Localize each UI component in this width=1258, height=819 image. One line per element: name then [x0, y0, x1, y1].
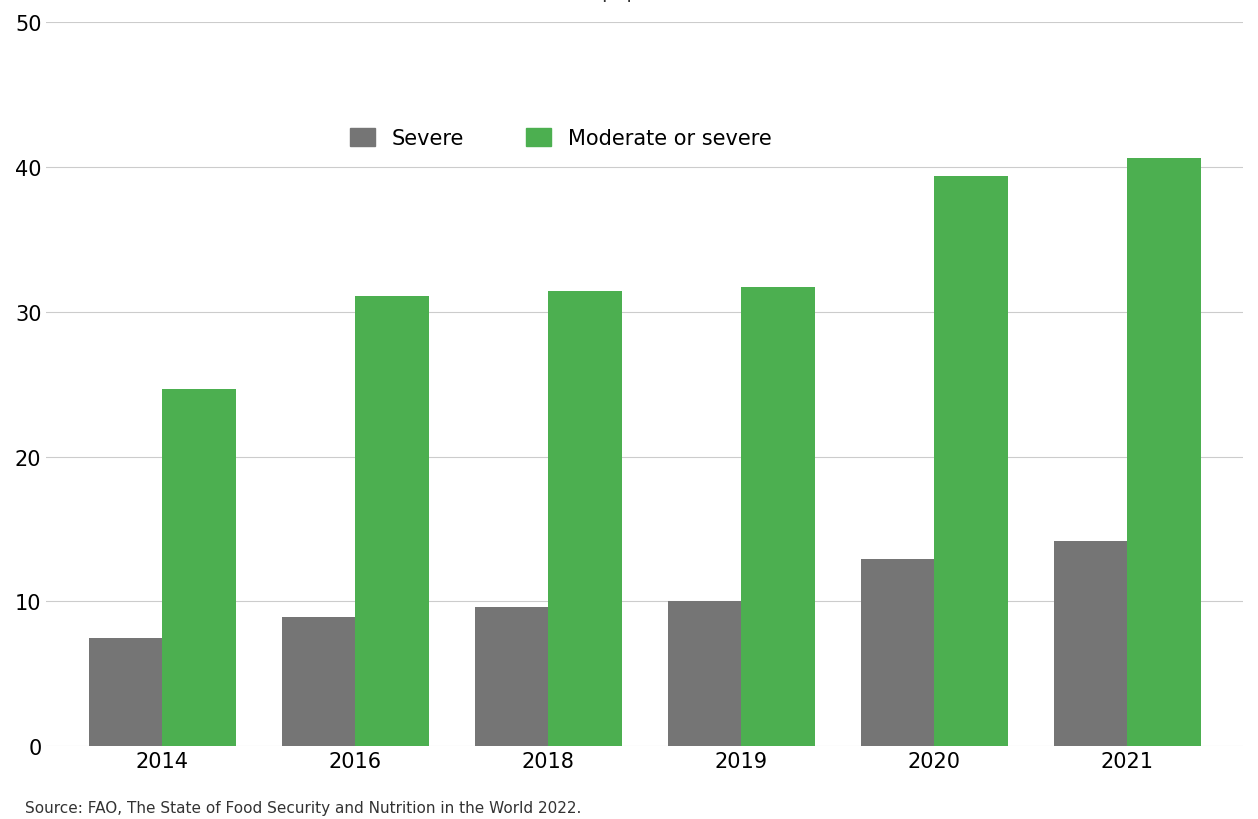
Bar: [548, 292, 621, 746]
Bar: [162, 389, 235, 746]
Bar: [89, 638, 162, 746]
Bar: [1127, 159, 1200, 746]
Legend: Severe, Moderate or severe: Severe, Moderate or severe: [342, 120, 780, 157]
Bar: [935, 176, 1008, 746]
Text: % of population: % of population: [552, 0, 706, 2]
Text: Source: FAO, The State of Food Security and Nutrition in the World 2022.: Source: FAO, The State of Food Security …: [25, 800, 581, 815]
Bar: [668, 602, 741, 746]
Bar: [860, 559, 935, 746]
Bar: [1054, 541, 1127, 746]
Bar: [741, 287, 814, 746]
Bar: [355, 296, 429, 746]
Bar: [282, 618, 355, 746]
Bar: [474, 608, 548, 746]
